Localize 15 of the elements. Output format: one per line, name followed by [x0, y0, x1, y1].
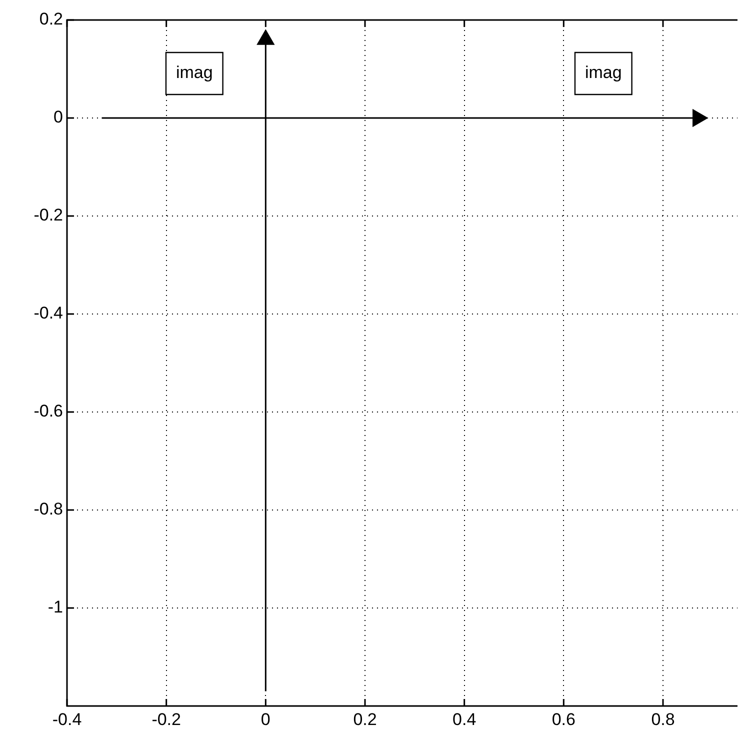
- y-tick-label: -0.6: [34, 402, 63, 421]
- x-tick-label: 0.6: [552, 710, 576, 729]
- y-tick-label: -0.4: [34, 304, 63, 323]
- annotation: imag: [584, 63, 622, 82]
- x-tick-label: 0.8: [651, 710, 675, 729]
- y-tick-label: -0.2: [34, 206, 63, 225]
- y-tick-label: -0.8: [34, 500, 63, 519]
- y-tick-label: 0.2: [39, 10, 63, 29]
- y-tick-label: 0: [54, 108, 63, 127]
- x-tick-label: -0.2: [152, 710, 181, 729]
- y-tick-label: -1: [48, 598, 63, 617]
- annotation: imag: [176, 63, 213, 82]
- x-tick-label: 0: [260, 710, 270, 729]
- x-tick-label: 0.4: [452, 710, 476, 729]
- x-tick-label: 0.2: [353, 710, 377, 729]
